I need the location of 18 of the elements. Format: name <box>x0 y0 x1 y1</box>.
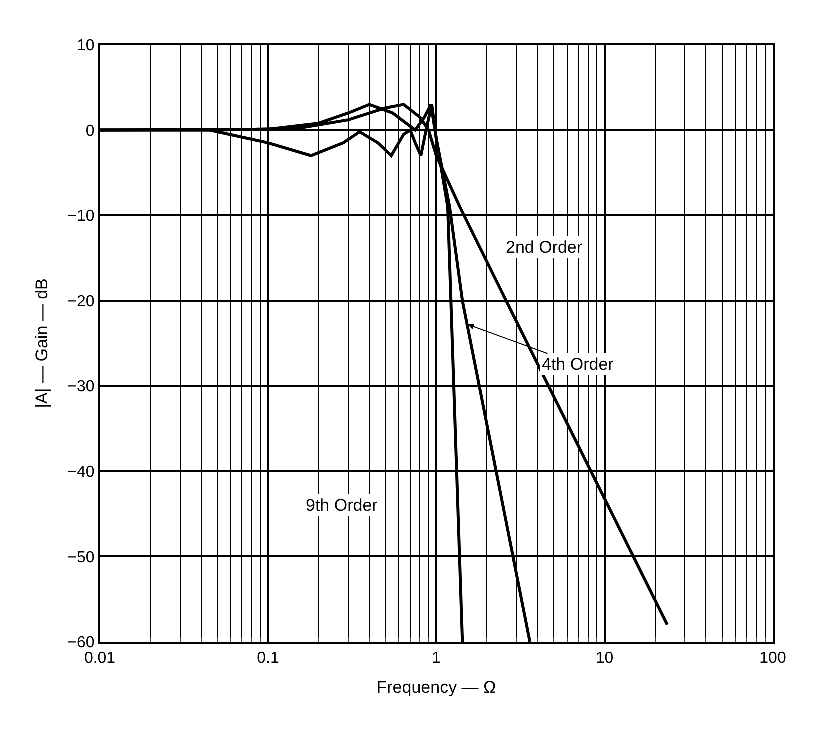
y-tick-label: −50 <box>68 549 95 566</box>
y-tick-label: −60 <box>68 634 95 652</box>
x-tick-label: 10 <box>596 650 614 668</box>
annotation: 4th Order <box>542 355 614 374</box>
x-tick-label: 1 <box>432 650 442 668</box>
y-tick-label: 10 <box>77 38 95 55</box>
x-axis-title: Frequency — Ω <box>376 678 496 698</box>
x-tick-label: 0.1 <box>257 650 280 668</box>
y-axis-title: |A| — Gain — dB <box>32 278 52 408</box>
annotation: 2nd Order <box>506 238 583 257</box>
x-tick-label: 100 <box>760 650 786 668</box>
annotation: 9th Order <box>306 496 378 515</box>
y-tick-label: −10 <box>68 208 95 226</box>
y-tick-label: −40 <box>68 464 95 482</box>
y-tick-label: −30 <box>68 378 95 396</box>
y-tick-label: −20 <box>68 293 95 310</box>
x-tick-label: 0.01 <box>84 650 116 668</box>
y-tick-label: 0 <box>86 122 95 140</box>
